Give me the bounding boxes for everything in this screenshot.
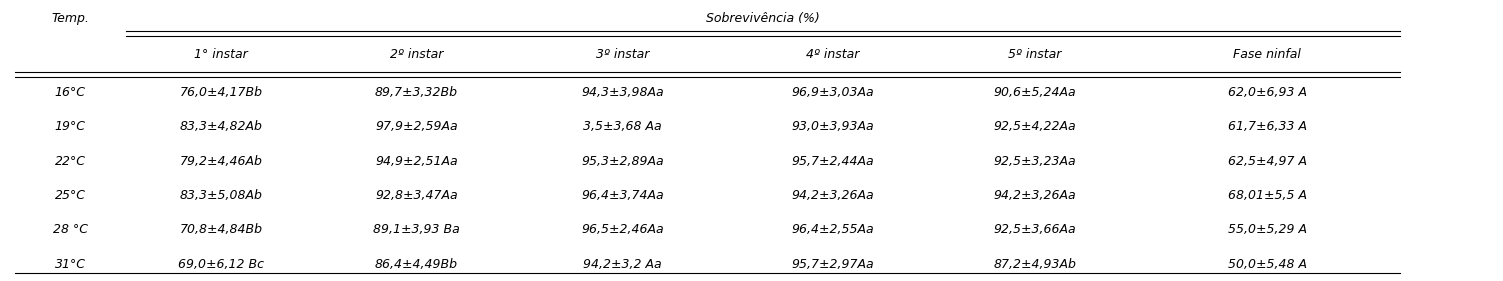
Text: 94,2±3,26Aa: 94,2±3,26Aa: [993, 189, 1076, 202]
Text: 16°C: 16°C: [54, 86, 86, 99]
Text: 5º instar: 5º instar: [1009, 48, 1061, 61]
Text: 25°C: 25°C: [54, 189, 86, 202]
Text: 89,1±3,93 Ba: 89,1±3,93 Ba: [373, 223, 460, 237]
Text: 94,2±3,2 Aa: 94,2±3,2 Aa: [583, 258, 661, 271]
Text: 62,5±4,97 A: 62,5±4,97 A: [1228, 155, 1306, 168]
Text: 50,0±5,48 A: 50,0±5,48 A: [1228, 258, 1306, 271]
Text: 97,9±2,59Aa: 97,9±2,59Aa: [376, 120, 458, 133]
Text: 28 °C: 28 °C: [53, 223, 87, 237]
Text: 92,5±4,22Aa: 92,5±4,22Aa: [993, 120, 1076, 133]
Text: 68,01±5,5 A: 68,01±5,5 A: [1228, 189, 1306, 202]
Text: 94,3±3,98Aa: 94,3±3,98Aa: [582, 86, 664, 99]
Text: 1° instar: 1° instar: [194, 48, 248, 61]
Text: 2º instar: 2º instar: [389, 48, 443, 61]
Text: 95,3±2,89Aa: 95,3±2,89Aa: [582, 155, 664, 168]
Text: 19°C: 19°C: [54, 120, 86, 133]
Text: 95,7±2,44Aa: 95,7±2,44Aa: [791, 155, 873, 168]
Text: 76,0±4,17Bb: 76,0±4,17Bb: [180, 86, 263, 99]
Text: 86,4±4,49Bb: 86,4±4,49Bb: [374, 258, 458, 271]
Text: 92,5±3,66Aa: 92,5±3,66Aa: [993, 223, 1076, 237]
Text: 69,0±6,12 Bc: 69,0±6,12 Bc: [179, 258, 265, 271]
Text: 92,8±3,47Aa: 92,8±3,47Aa: [376, 189, 458, 202]
Text: 90,6±5,24Aa: 90,6±5,24Aa: [993, 86, 1076, 99]
Text: 79,2±4,46Ab: 79,2±4,46Ab: [180, 155, 263, 168]
Text: 95,7±2,97Aa: 95,7±2,97Aa: [791, 258, 873, 271]
Text: 22°C: 22°C: [54, 155, 86, 168]
Text: 31°C: 31°C: [54, 258, 86, 271]
Text: 3,5±3,68 Aa: 3,5±3,68 Aa: [583, 120, 661, 133]
Text: 96,9±3,03Aa: 96,9±3,03Aa: [791, 86, 873, 99]
Text: 94,2±3,26Aa: 94,2±3,26Aa: [791, 189, 873, 202]
Text: 93,0±3,93Aa: 93,0±3,93Aa: [791, 120, 873, 133]
Text: 62,0±6,93 A: 62,0±6,93 A: [1228, 86, 1306, 99]
Text: 94,9±2,51Aa: 94,9±2,51Aa: [376, 155, 458, 168]
Text: 4º instar: 4º instar: [806, 48, 860, 61]
Text: 87,2±4,93Ab: 87,2±4,93Ab: [993, 258, 1076, 271]
Text: Sobrevivência (%): Sobrevivência (%): [706, 12, 819, 25]
Text: 92,5±3,23Aa: 92,5±3,23Aa: [993, 155, 1076, 168]
Text: 3º instar: 3º instar: [595, 48, 649, 61]
Text: 96,4±2,55Aa: 96,4±2,55Aa: [791, 223, 873, 237]
Text: 89,7±3,32Bb: 89,7±3,32Bb: [374, 86, 458, 99]
Text: 96,5±2,46Aa: 96,5±2,46Aa: [582, 223, 664, 237]
Text: 55,0±5,29 A: 55,0±5,29 A: [1228, 223, 1306, 237]
Text: 61,7±6,33 A: 61,7±6,33 A: [1228, 120, 1306, 133]
Text: 83,3±5,08Ab: 83,3±5,08Ab: [180, 189, 263, 202]
Text: Fase ninfal: Fase ninfal: [1232, 48, 1302, 61]
Text: 70,8±4,84Bb: 70,8±4,84Bb: [180, 223, 263, 237]
Text: 83,3±4,82Ab: 83,3±4,82Ab: [180, 120, 263, 133]
Text: 96,4±3,74Aa: 96,4±3,74Aa: [582, 189, 664, 202]
Text: Temp.: Temp.: [51, 12, 89, 25]
